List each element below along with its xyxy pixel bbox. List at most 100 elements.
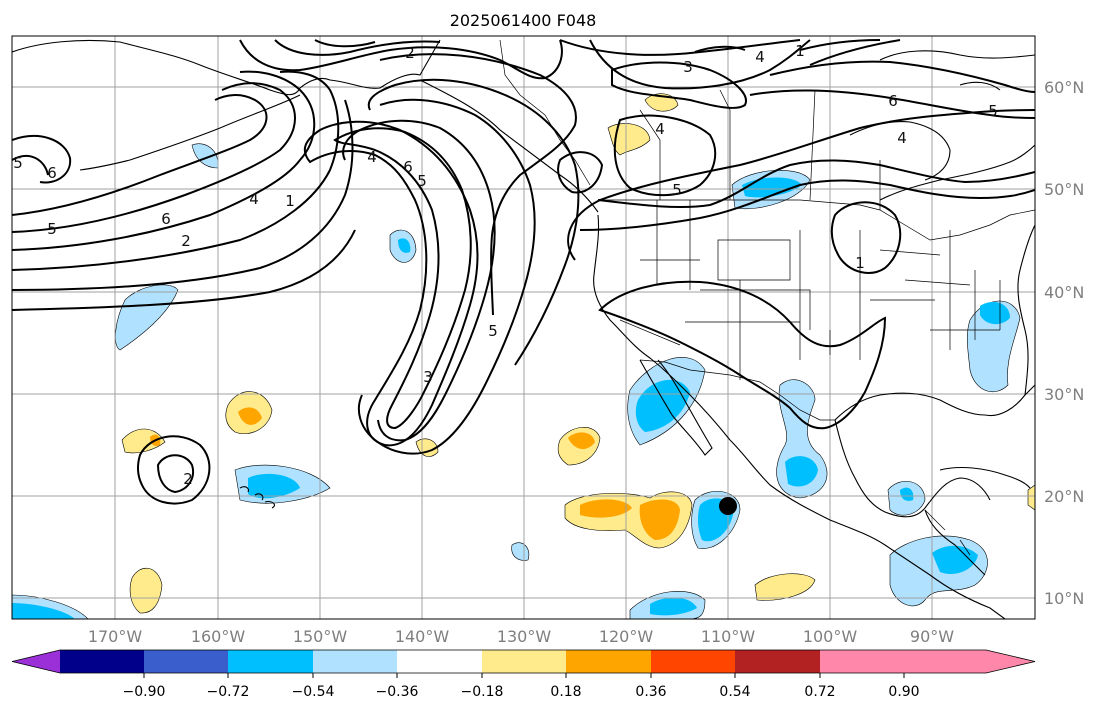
contour-label: 5 <box>417 172 427 190</box>
colorbar-segment <box>820 650 904 673</box>
coast-canada-east <box>879 144 1035 201</box>
colorbar-tick-label: 0.72 <box>804 684 835 700</box>
colorbar-outline <box>11 649 1036 674</box>
lon-label: 90°W <box>910 627 954 646</box>
shade-yellow <box>129 568 163 614</box>
contour-line <box>769 60 1035 93</box>
map-frame <box>11 35 1036 620</box>
contour-label: 5 <box>988 102 998 120</box>
colorbar-tick-label: −0.54 <box>292 684 335 700</box>
contour-line <box>579 179 1035 231</box>
border-us-canada <box>598 199 1035 241</box>
coast-gulf-of-mexico <box>834 384 1035 421</box>
contour-line <box>156 454 194 494</box>
shade-blue <box>742 177 802 198</box>
lon-label: 150°W <box>293 627 348 646</box>
contour-label: 4 <box>655 120 665 138</box>
contour-label: 3 <box>423 368 433 386</box>
contour-line <box>239 39 563 80</box>
shade-yellow <box>607 123 651 156</box>
contour-label: 5 <box>488 322 498 340</box>
contour-label: 6 <box>403 158 413 176</box>
shade-yellow <box>1027 484 1035 511</box>
contour-line <box>367 78 580 366</box>
contour-line <box>597 159 1035 209</box>
lon-label: 120°W <box>599 627 654 646</box>
lat-label: 20°N <box>1044 487 1084 506</box>
shade-light-blue <box>966 300 1021 393</box>
colorbar-ticks <box>143 673 905 678</box>
contour-line <box>12 99 354 291</box>
shade-blue <box>932 545 978 575</box>
shade-blue <box>635 379 690 432</box>
contour-line <box>12 155 49 176</box>
lon-label: 140°W <box>395 627 450 646</box>
colorbar-segment <box>482 650 566 673</box>
colorbar-extend-low <box>12 650 60 673</box>
contour-line <box>694 45 746 53</box>
contour-line <box>749 89 1035 119</box>
coast-mexico-pacific <box>729 439 1006 619</box>
colorbar-segment <box>735 650 820 673</box>
shade-blue <box>980 302 1010 325</box>
contour-line <box>12 82 296 233</box>
colorbar-tick-label: 0.36 <box>635 684 666 700</box>
lat-label: 60°N <box>1044 78 1084 97</box>
lon-label: 160°W <box>191 627 246 646</box>
colorbar-segment <box>566 650 651 673</box>
lat-label: 50°N <box>1044 180 1084 199</box>
colorbar-tick-label: −0.90 <box>123 684 166 700</box>
contour-label: 5 <box>672 181 682 199</box>
contour-label: 2 <box>181 232 191 250</box>
contour-label: 1 <box>795 42 805 60</box>
longitude-labels: 170°W 160°W 150°W 140°W 130°W 120°W 110°… <box>88 627 954 646</box>
border-states <box>619 200 1001 380</box>
contour-label: 2 <box>183 470 193 488</box>
shade-orange <box>238 407 262 425</box>
colorbar-segment <box>228 650 313 673</box>
contour-label: 4 <box>367 148 377 166</box>
colorbar-tick-label: 0.18 <box>550 684 581 700</box>
contour-label: 6 <box>888 92 898 110</box>
shade-light-blue <box>115 284 179 351</box>
contour-line <box>559 39 801 56</box>
lat-label: 40°N <box>1044 283 1084 302</box>
contour-line <box>557 151 604 194</box>
shade-light-blue <box>511 542 530 561</box>
lon-label: 110°W <box>701 627 756 646</box>
coast-baja <box>639 359 713 456</box>
lat-label: 30°N <box>1044 385 1084 404</box>
contour-label: 1 <box>285 192 295 210</box>
colorbar-tick-label: −0.36 <box>376 684 419 700</box>
map-area: 2 3 4 1 5 6 4 6 2 1 6 5 4 5 3 5 1 2 4 5 … <box>12 36 1035 619</box>
colorbar-segment <box>397 650 482 673</box>
coast-cuba <box>939 466 1031 489</box>
contour-line <box>12 229 356 311</box>
colorbar-tick-label: 0.90 <box>888 684 919 700</box>
shade-blue <box>785 456 818 487</box>
colorbar: −0.90 −0.72 −0.54 −0.36 −0.18 0.18 0.36 … <box>11 649 1036 700</box>
contour-line <box>357 98 536 455</box>
storm-marker <box>719 497 737 515</box>
contours <box>12 39 1035 505</box>
contour-line <box>333 127 472 430</box>
contour-label: 4 <box>755 48 765 66</box>
coast-central-america <box>924 509 986 576</box>
contour-label: 3 <box>683 58 693 76</box>
shade-blue <box>12 603 75 619</box>
contour-line <box>379 53 577 316</box>
colorbar-segment <box>313 650 397 673</box>
figure-title: 2025061400 F048 <box>450 11 597 30</box>
lon-label: 170°W <box>88 627 143 646</box>
coast-east-usa <box>1017 224 1035 396</box>
contour-line <box>12 135 72 184</box>
lon-label: 100°W <box>803 627 858 646</box>
border-us-mexico <box>639 359 835 421</box>
contour-line <box>136 435 211 505</box>
contour-line <box>613 114 717 197</box>
contour-line <box>589 39 811 90</box>
contour-label: 5 <box>13 154 23 172</box>
contour-label: 2 <box>405 44 415 62</box>
border-central-america <box>924 509 971 556</box>
